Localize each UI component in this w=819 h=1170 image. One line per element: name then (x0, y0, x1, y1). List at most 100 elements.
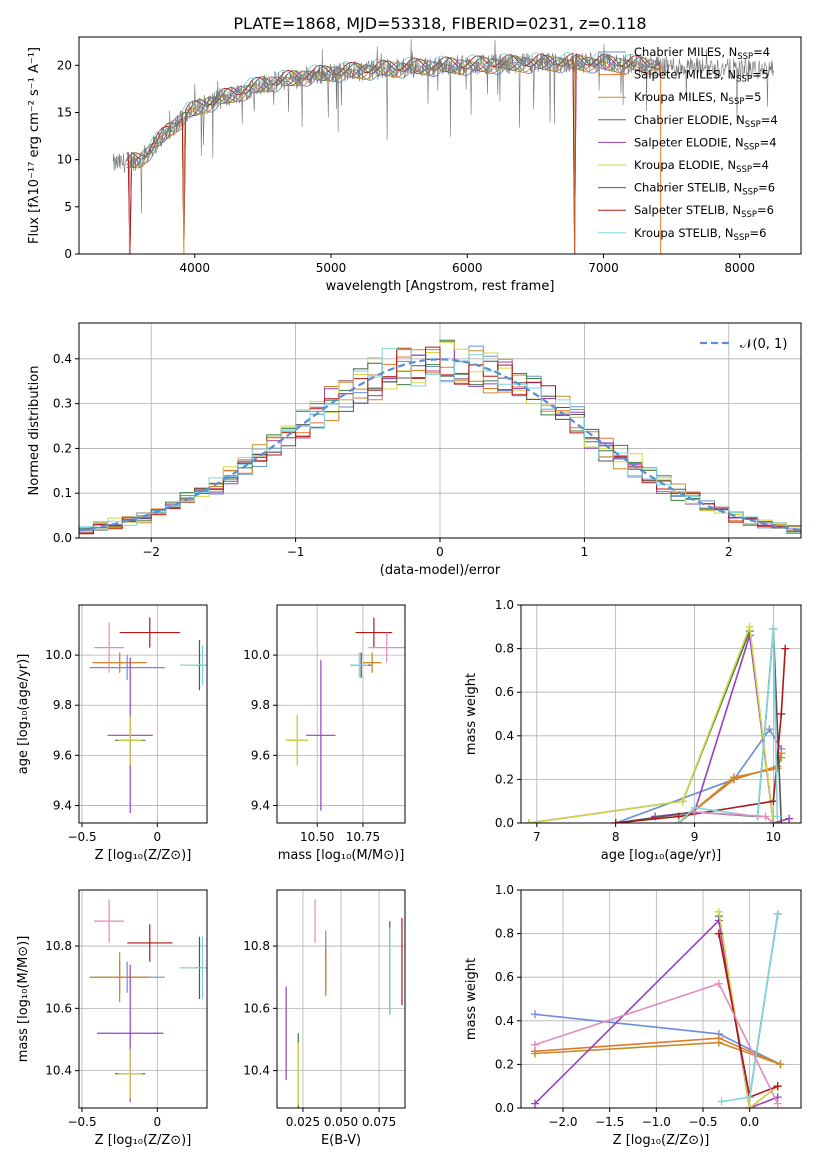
residual_histogram-marks (79, 339, 801, 535)
weight-point-marker (714, 1038, 723, 1047)
y-tick-label: 0.2 (495, 1057, 514, 1071)
legend-entry: Chabrier ELODIE, NSSP=4 (634, 113, 778, 130)
x-axis-label: Z [log₁₀(Z/Z⊙)] (95, 848, 192, 863)
legend-subscript: SSP (737, 52, 753, 62)
x-tick-label: −1.0 (642, 1115, 671, 1129)
weight-point-marker (745, 1104, 754, 1108)
x-tick-label: 0 (436, 545, 444, 559)
y-tick-label: 10.4 (45, 1064, 72, 1078)
legend-suffix: =5 (752, 68, 769, 82)
model-spectrum-line (126, 55, 660, 166)
weight-point-marker (524, 819, 533, 823)
weight-point-marker (761, 812, 770, 821)
x-tick-label: 2 (725, 545, 733, 559)
y-axis-label: Flux [fλ10⁻¹⁷ erg cm⁻² s⁻¹ A⁻¹] (27, 47, 42, 244)
y-tick-label: 0.6 (495, 685, 514, 699)
y-tick-label: 9.4 (53, 798, 72, 812)
legend-subscript: SSP (742, 188, 758, 198)
x-axis-label: E(B-V) (321, 1133, 361, 1148)
x-axis-label: wavelength [Angstrom, rest frame] (326, 279, 555, 294)
y-tick-label: 0.4 (495, 729, 514, 743)
y-tick-label: 20 (57, 58, 72, 72)
y-axis-label: Normed distribution (27, 366, 42, 496)
x-tick-label: 7 (533, 830, 541, 844)
x-tick-label: −1 (287, 545, 305, 559)
legend-entry: Chabrier MILES, NSSP=4 (634, 45, 770, 62)
x-tick-label: 0.075 (362, 1115, 396, 1129)
y-tick-label: 10 (57, 153, 72, 167)
weight-series-line (528, 626, 775, 823)
spectrum-panel: 4000 5000 6000 7000 8000 0 5 10 15 20 wavelength [… (27, 36, 802, 294)
weight-point-marker (773, 1099, 782, 1108)
legend-subscript: SSP (741, 210, 757, 220)
weight-point-marker (765, 725, 774, 734)
legend-entry: Chabrier STELIB, NSSP=6 (634, 181, 775, 198)
weight-point-marker (776, 1060, 785, 1069)
y-tick-label: 10.8 (243, 939, 270, 953)
y-tick-label: 0.4 (53, 352, 72, 366)
legend-subscript: SSP (729, 97, 745, 107)
weight-point-marker (674, 819, 683, 823)
weight-point-marker (781, 644, 790, 653)
y-tick-label: 1.0 (495, 883, 514, 897)
age_vs_Z-panel: −0.5 0 9.4 9.6 9.8 10.0 Z [log₁₀(Z/Z⊙)] age [lo… (16, 604, 208, 863)
y-tick-label: 10.6 (45, 1001, 72, 1015)
y-axis-label: mass weight (464, 958, 479, 1040)
y-tick-label: 0.4 (495, 1014, 514, 1028)
x-tick-label: 10.75 (346, 830, 380, 844)
x-tick-label: 0 (153, 1115, 161, 1129)
x-tick-label: 9 (691, 830, 699, 844)
residual_histogram-panel: −2 −1 0 1 2 0.0 0.1 0.2 0.3 0.4 (data-model)/error… (27, 322, 802, 578)
y-tick-label: 10.4 (243, 1064, 270, 1078)
y-tick-label: 9.6 (251, 748, 270, 762)
weight-point-marker (785, 814, 794, 823)
x-tick-label: −0.5 (67, 1115, 96, 1129)
spectrum-frame (78, 36, 802, 255)
x-axis-label: mass [log₁₀(M/M⊙)] (278, 848, 405, 863)
legend-suffix: =6 (749, 226, 766, 240)
x-axis-label: Z [log₁₀(Z/Z⊙)] (613, 1133, 710, 1148)
weight_vs_age-frame (520, 604, 802, 824)
legend-suffix: =4 (760, 135, 777, 149)
x-tick-label: 5000 (316, 261, 347, 275)
y-tick-label: 15 (57, 105, 72, 119)
weight-point-marker (611, 819, 620, 823)
age_vs_Z-frame (78, 604, 208, 824)
age_vs_mass-panel: 10.50 10.75 9.4 9.6 9.8 10.0 mass [log₁₀(M/M⊙)… (243, 604, 406, 863)
weight-point-marker (714, 907, 723, 916)
y-tick-label: 9.4 (251, 798, 270, 812)
weight_vs_age-panel: 7 8 9 10 0.0 0.2 0.4 0.6 0.8 1.0 age [log₁₀(age/yr… (464, 598, 802, 863)
y-tick-label: 0.0 (495, 816, 514, 830)
weight-point-marker (531, 1099, 539, 1108)
y-tick-label: 10.6 (243, 1001, 270, 1015)
x-tick-label: −1.5 (595, 1115, 624, 1129)
legend-entry: Salpeter MILES, NSSP=5 (634, 68, 769, 85)
x-tick-label: 0.0 (740, 1115, 759, 1129)
x-axis-label: (data-model)/error (380, 563, 501, 578)
weight-point-marker (678, 797, 687, 806)
x-tick-label: 1 (581, 545, 589, 559)
legend-entry: Salpeter ELODIE, NSSP=4 (634, 135, 777, 152)
weight-point-marker (690, 808, 699, 817)
weight-point-marker (717, 1097, 726, 1106)
y-tick-label: 0.2 (495, 772, 514, 786)
weight_vs_Z-frame (520, 889, 802, 1109)
mass_vs_EBV-marks (285, 899, 403, 1108)
model-spectrum-line (126, 52, 660, 162)
weight-point-marker (777, 710, 786, 718)
y-tick-label: 0.1 (53, 486, 72, 500)
legend-entry: 𝒩(0, 1) (740, 337, 787, 352)
y-tick-label: 0.0 (495, 1101, 514, 1115)
spectrum-marks (112, 38, 774, 254)
age_vs_mass-marks (286, 617, 405, 811)
x-tick-label: −0.5 (688, 1115, 717, 1129)
x-tick-label: 4000 (180, 261, 211, 275)
x-axis-label: age [log₁₀(age/yr)] (601, 848, 722, 863)
weight_vs_Z-panel: −2.0 −1.5 −1.0 −0.5 0.0 0.0 0.2 0.4 0.6 0.8 1.0 Z [… (464, 883, 802, 1148)
weight-point-marker (531, 1010, 539, 1019)
y-tick-label: 9.8 (53, 698, 72, 712)
observed-spectrum-line (112, 38, 774, 214)
x-tick-label: 7000 (588, 261, 619, 275)
